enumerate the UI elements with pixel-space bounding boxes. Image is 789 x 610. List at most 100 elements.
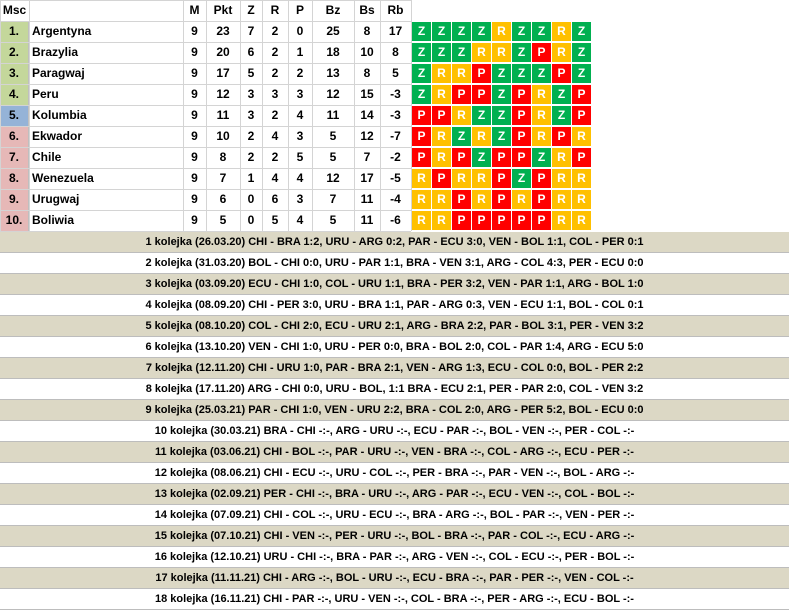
- form-result: P: [492, 169, 511, 188]
- form-result: R: [472, 190, 491, 209]
- stat-z: 6: [247, 45, 255, 59]
- form-result: R: [432, 127, 451, 146]
- form-result: P: [532, 211, 551, 230]
- stat-z: 5: [247, 66, 255, 80]
- stat-bz: 7: [329, 192, 337, 206]
- form-result: P: [512, 106, 531, 125]
- header-goals-against: Bs: [359, 3, 375, 17]
- team-name: Brazylia: [32, 45, 79, 59]
- round-row: 3 kolejka (03.09.20) ECU - CHI 1:0, COL …: [0, 274, 789, 295]
- stat-bs: 8: [363, 24, 371, 38]
- form-result: R: [452, 169, 471, 188]
- stat-bz: 5: [329, 213, 337, 227]
- position-cell: 9.: [0, 189, 29, 210]
- form-result: Z: [452, 43, 471, 62]
- round-row: 2 kolejka (31.03.20) BOL - CHI 0:0, URU …: [0, 253, 789, 274]
- stat-z: 2: [247, 150, 255, 164]
- stat-bz: 13: [326, 66, 340, 80]
- form-result: Z: [552, 85, 571, 104]
- form-result: Z: [432, 22, 451, 41]
- stat-m: 9: [191, 129, 198, 143]
- table-row: 7. Chile 9 8 2 2 5 5 7 -2: [0, 147, 411, 168]
- stat-r: 2: [271, 24, 279, 38]
- gridline: [288, 0, 289, 231]
- form-result: Z: [432, 43, 451, 62]
- stat-p: 5: [296, 150, 304, 164]
- position-cell: 10.: [0, 210, 29, 231]
- form-result: R: [452, 106, 471, 125]
- header-draws: R: [270, 3, 280, 17]
- stat-p: 1: [296, 45, 304, 59]
- round-row: 13 kolejka (02.09.21) PER - CHI -:-, BRA…: [0, 484, 789, 505]
- form-result: P: [472, 211, 491, 230]
- stat-pkt: 10: [216, 129, 230, 143]
- stat-r: 4: [271, 171, 279, 185]
- form-result: R: [412, 190, 431, 209]
- form-result: P: [532, 43, 551, 62]
- gridline: [380, 0, 381, 231]
- header-goal-diff: Rb: [387, 3, 404, 17]
- stat-m: 9: [191, 192, 198, 206]
- form-result: Z: [412, 85, 431, 104]
- table-row: 5. Kolumbia 9 11 3 2 4 11 14 -3: [0, 105, 411, 126]
- form-result: P: [492, 148, 511, 167]
- stat-bs: 14: [360, 108, 374, 122]
- round-row: 1 kolejka (26.03.20) CHI - BRA 1:2, URU …: [0, 232, 789, 253]
- stat-bs: 15: [360, 87, 374, 101]
- stat-rb: 8: [392, 45, 399, 59]
- form-result: Z: [572, 64, 591, 83]
- form-result: R: [432, 64, 451, 83]
- stat-p: 4: [296, 213, 304, 227]
- gridline: [0, 210, 411, 211]
- form-result: Z: [492, 106, 511, 125]
- stat-m: 9: [191, 66, 198, 80]
- stat-bs: 12: [360, 129, 374, 143]
- form-result: R: [572, 169, 591, 188]
- form-result: Z: [412, 43, 431, 62]
- stat-z: 0: [247, 213, 255, 227]
- stat-p: 0: [296, 24, 304, 38]
- form-result: R: [412, 211, 431, 230]
- stat-m: 9: [191, 24, 198, 38]
- team-name: Urugwaj: [32, 192, 80, 206]
- round-row: 4 kolejka (08.09.20) CHI - PER 3:0, URU …: [0, 295, 789, 316]
- form-result: R: [552, 22, 571, 41]
- stat-m: 9: [191, 87, 198, 101]
- stat-pkt: 12: [216, 87, 230, 101]
- stat-p: 4: [296, 171, 304, 185]
- form-result: R: [432, 85, 451, 104]
- stat-r: 6: [271, 192, 279, 206]
- stat-pkt: 23: [216, 24, 230, 38]
- form-result: Z: [412, 64, 431, 83]
- position-cell: 7.: [0, 147, 29, 168]
- header-points: Pkt: [213, 3, 233, 17]
- form-result: P: [432, 169, 451, 188]
- form-result: R: [512, 190, 531, 209]
- form-result: P: [512, 127, 531, 146]
- gridline: [240, 0, 241, 231]
- team-name: Argentyna: [32, 24, 92, 38]
- gridline: [312, 0, 313, 231]
- table-row: 3. Paragwaj 9 17 5 2 2 13 8 5: [0, 63, 411, 84]
- position-cell: 5.: [0, 105, 29, 126]
- form-result: R: [492, 43, 511, 62]
- form-result: P: [452, 148, 471, 167]
- gridline: [0, 105, 411, 106]
- stat-p: 3: [296, 192, 304, 206]
- stat-p: 4: [296, 108, 304, 122]
- stat-z: 3: [247, 108, 255, 122]
- stat-bs: 11: [360, 213, 374, 227]
- stat-m: 9: [191, 108, 198, 122]
- stat-rb: -5: [390, 171, 401, 185]
- position-cell: 3.: [0, 63, 29, 84]
- team-name: Wenezuela: [32, 171, 94, 185]
- stat-m: 9: [191, 150, 198, 164]
- table-row: 6. Ekwador 9 10 2 4 3 5 12 -7: [0, 126, 411, 147]
- header-losses: P: [295, 3, 304, 17]
- gridline: [0, 0, 411, 1]
- form-result: Z: [572, 43, 591, 62]
- team-name: Kolumbia: [32, 108, 87, 122]
- round-row: 11 kolejka (03.06.21) CHI - BOL -:-, PAR…: [0, 442, 789, 463]
- stat-rb: 17: [388, 24, 403, 38]
- stat-rb: -3: [390, 108, 401, 122]
